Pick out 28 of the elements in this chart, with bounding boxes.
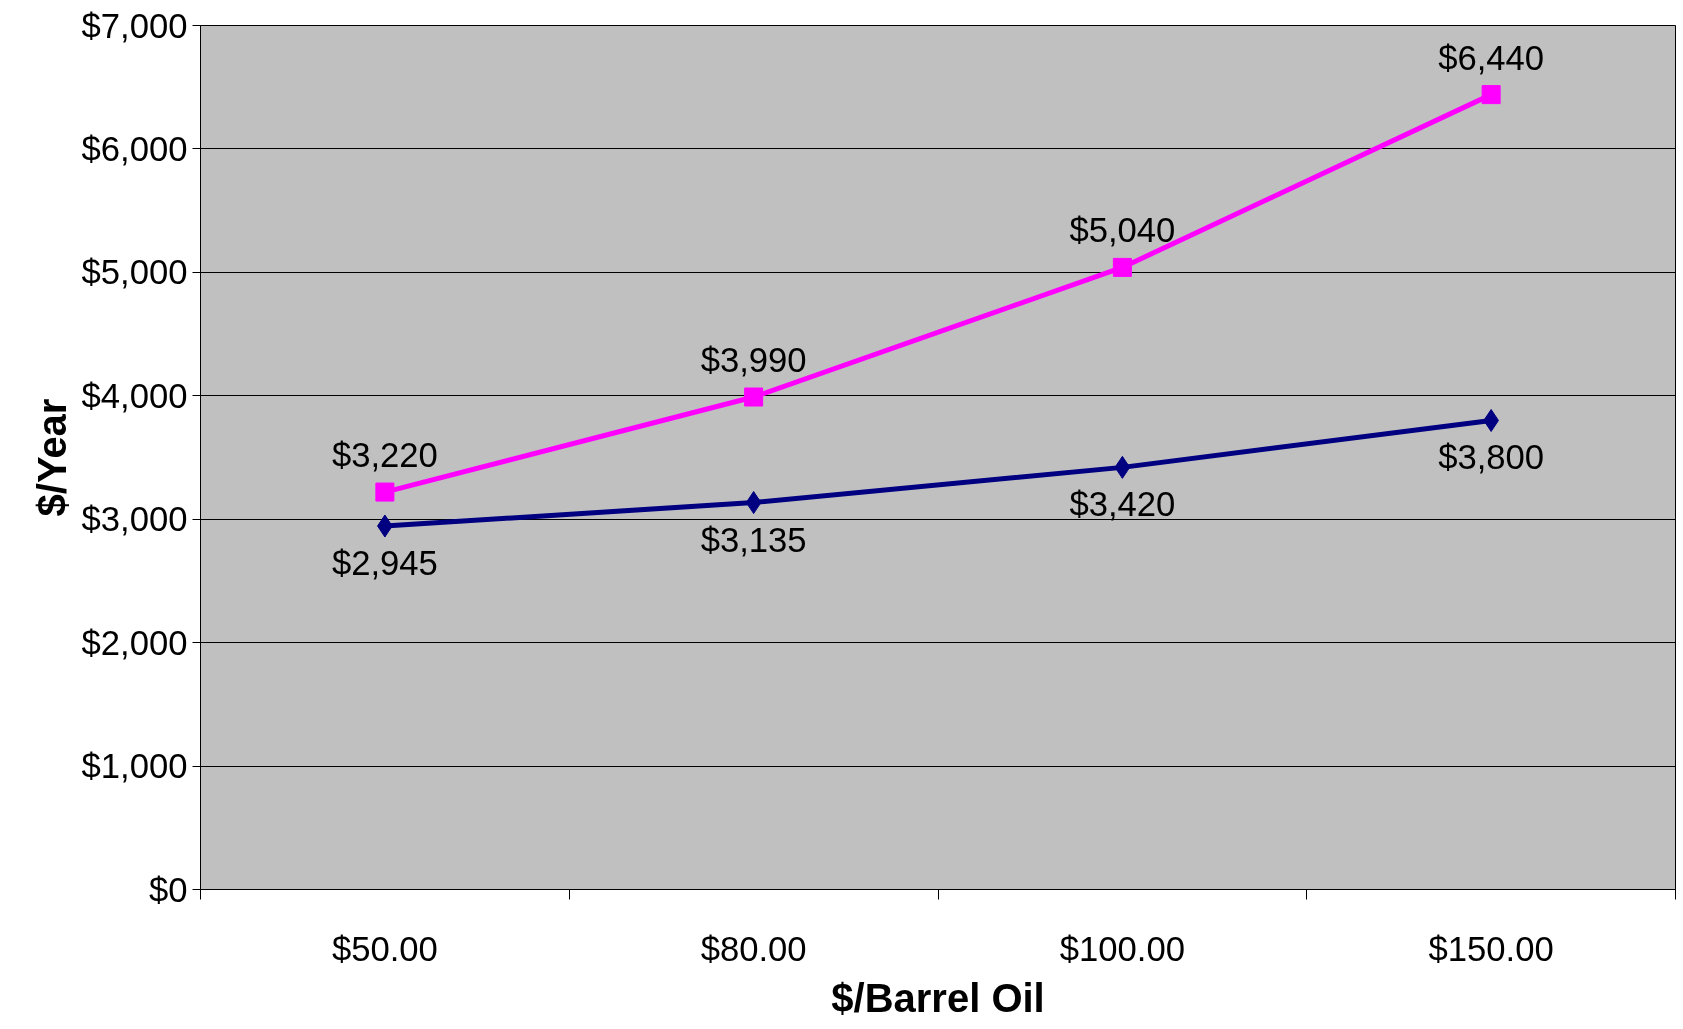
data-label: $6,440 — [1438, 38, 1545, 77]
y-tick-label: $5,000 — [81, 253, 188, 292]
point — [744, 387, 764, 407]
x-tick-label: $100.00 — [1059, 929, 1186, 968]
data-label: $3,420 — [1069, 485, 1176, 524]
data-label: $3,990 — [700, 341, 807, 380]
x-tick-label: $80.00 — [700, 929, 807, 968]
x-axis-title: $/Barrel Oil — [831, 975, 1045, 1020]
y-tick-label: $7,000 — [81, 6, 188, 45]
y-tick-label: $6,000 — [81, 129, 188, 168]
point — [1114, 455, 1131, 479]
data-label: $3,800 — [1438, 438, 1545, 477]
y-tick-label: $1,000 — [81, 747, 188, 786]
y-axis-title: $/Year — [29, 398, 74, 517]
data-label: $5,040 — [1069, 211, 1176, 250]
point — [745, 491, 762, 515]
data-label: $3,220 — [331, 436, 438, 475]
data-label: $2,945 — [331, 544, 438, 582]
data-label: $3,135 — [700, 520, 807, 559]
y-tick-label: $3,000 — [81, 500, 188, 539]
point — [375, 482, 395, 502]
point — [1481, 85, 1501, 105]
y-tick-label: $0 — [148, 870, 188, 909]
x-tick-label: $150.00 — [1428, 929, 1554, 968]
point — [1112, 257, 1132, 277]
y-tick-label: $2,000 — [81, 623, 188, 662]
y-tick-label: $4,000 — [81, 376, 188, 415]
x-tick-label: $50.00 — [331, 929, 438, 968]
